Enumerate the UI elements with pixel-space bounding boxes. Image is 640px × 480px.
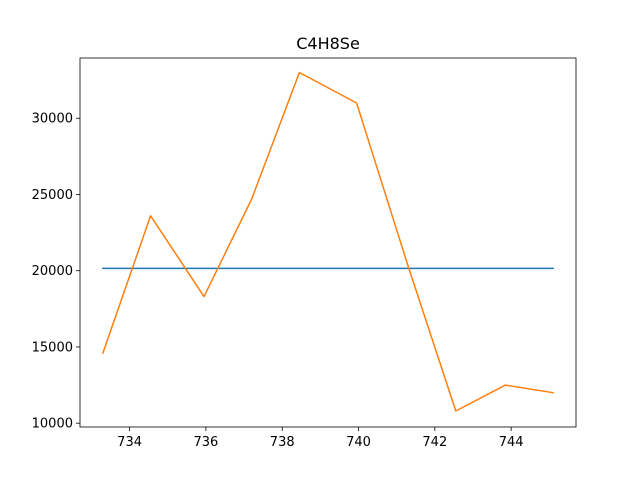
y-tick-label: 10000 [32,417,73,432]
y-tick-label: 30000 [32,112,73,127]
plot-frame [79,57,577,428]
x-tick-label: 736 [193,435,218,450]
y-tick-label: 25000 [32,188,73,203]
axes: 734 736 738 740 742 744 10000 15000 20000 25000 30… [32,57,577,450]
plot-series [101,71,554,412]
x-tick-label: 738 [270,435,295,450]
x-tick-label: 744 [499,435,524,450]
x-tick-label: 742 [422,435,447,450]
series-line-2 [101,71,554,412]
chart-title: C4H8Se [296,34,360,53]
x-tick-label: 740 [346,435,371,450]
y-tick-label: 15000 [32,340,73,355]
x-tick-label: 734 [117,435,142,450]
y-tick-label: 20000 [32,264,73,279]
